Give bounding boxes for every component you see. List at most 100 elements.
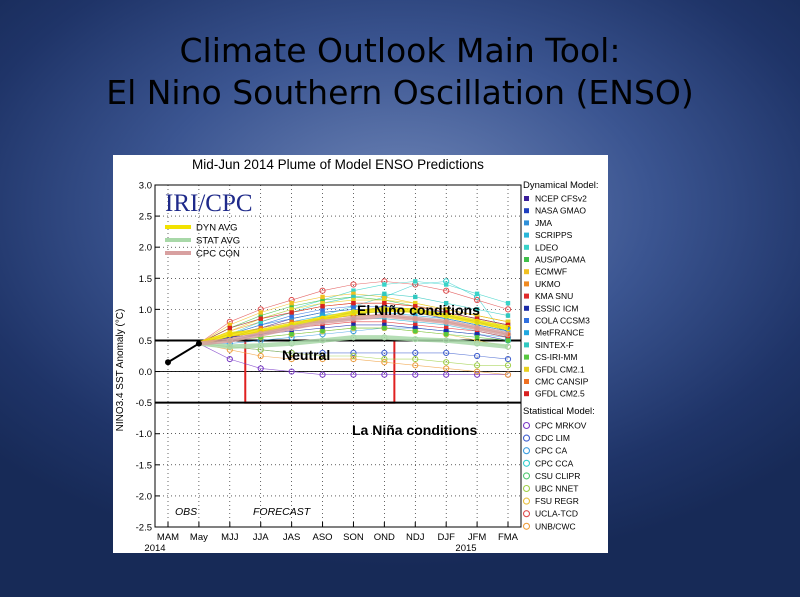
series-point-ldeo bbox=[413, 279, 418, 284]
series-point-cpc-mrkov bbox=[319, 371, 326, 378]
series-point-ubc-nnet bbox=[443, 359, 450, 366]
dyn-legend-label-ukmo: UKMO bbox=[535, 279, 561, 289]
series-point-cs-iri-mm bbox=[320, 328, 325, 334]
series-point-dyn-avg bbox=[381, 306, 388, 313]
obs-label: OBS bbox=[175, 506, 197, 518]
series-point-cola-ccsm3 bbox=[258, 322, 263, 328]
series-point-cpc-con bbox=[257, 331, 264, 338]
x-tick-label: OND bbox=[374, 532, 395, 543]
y-tick-label: 1.5 bbox=[139, 274, 152, 285]
series-point-ucla-tcd bbox=[443, 287, 450, 294]
series-point-ubc-nnet bbox=[473, 362, 481, 369]
dyn-legend-label-gfdl-cm2-1: GFDL CM2.1 bbox=[535, 364, 585, 374]
series-point-cdc-lim bbox=[381, 349, 388, 356]
slide-title: Climate Outlook Main Tool: El Nino South… bbox=[0, 30, 800, 114]
series-point-ecmwf bbox=[227, 322, 233, 328]
dyn-legend-swatch-nasa-gmao bbox=[524, 208, 529, 214]
chart-title: Mid-Jun 2014 Plume of Model ENSO Predict… bbox=[192, 157, 484, 172]
series-point-cpc-con bbox=[319, 318, 326, 325]
series-point-aus-poama bbox=[289, 304, 294, 309]
series-point-cmc-cansip bbox=[351, 313, 356, 318]
dyn-legend-label-essic-icm: ESSIC ICM bbox=[535, 303, 578, 313]
series-point-cola-ccsm3 bbox=[289, 313, 294, 318]
legend-dynamical-title: Dynamical Model: bbox=[523, 180, 599, 191]
stat-legend-swatch-ubc-nnet bbox=[522, 484, 531, 493]
avg-legend-label-cpc-con: CPC CON bbox=[196, 249, 240, 260]
series-point-gfdl-cm2-1 bbox=[474, 313, 480, 318]
observed-point bbox=[165, 359, 171, 366]
series-point-unb-cwc bbox=[473, 368, 481, 375]
series-line-ucla-tcd bbox=[198, 281, 509, 344]
series-point-cola-ccsm3 bbox=[382, 304, 387, 309]
series-point-ubc-nnet bbox=[381, 356, 388, 363]
series-point-unb-cwc bbox=[257, 352, 264, 360]
series-point-stat-avg bbox=[226, 343, 233, 350]
y-tick-label: -1.0 bbox=[136, 429, 152, 440]
dyn-legend-swatch-cs-iri-mm bbox=[524, 354, 529, 360]
dyn-legend-label-aus-poama: AUS/POAMA bbox=[535, 255, 586, 265]
stat-legend-label-cpc-ca: CPC CA bbox=[535, 446, 567, 456]
series-point-cs-iri-mm bbox=[382, 325, 387, 331]
y-tick-label: 2.5 bbox=[139, 212, 152, 223]
series-point-stat-avg bbox=[504, 343, 512, 350]
series-point-metfrance bbox=[382, 310, 387, 315]
series-point-stat-avg bbox=[257, 342, 264, 349]
series-point-cdc-lim bbox=[473, 352, 481, 360]
y-tick-label: 1.0 bbox=[139, 305, 152, 316]
stat-legend-swatch-cpc-mrkov bbox=[522, 421, 531, 430]
dyn-legend-swatch-ldeo bbox=[524, 244, 529, 250]
dyn-legend-swatch-gfdl-cm2-5 bbox=[524, 391, 529, 397]
series-point-cola-ccsm3 bbox=[351, 304, 356, 309]
x-tick-label: JAS bbox=[283, 532, 300, 543]
stat-legend-label-csu-clipr: CSU CLIPR bbox=[535, 471, 580, 481]
legend-statistical-title: Statistical Model: bbox=[523, 406, 595, 417]
series-point-cpc-mrkov bbox=[381, 371, 388, 378]
series-point-cpc-con bbox=[381, 312, 388, 319]
series-point-gfdl-cm2-1 bbox=[413, 300, 418, 306]
series-point-essic-icm bbox=[351, 322, 356, 328]
series-point-kma-snu bbox=[474, 328, 480, 334]
series-point-ubc-nnet bbox=[288, 349, 295, 356]
series-point-gfdl-cm2-1 bbox=[320, 300, 325, 306]
dyn-legend-swatch-gfdl-cm2-1 bbox=[524, 366, 529, 372]
dyn-legend-label-metfrance: MetFRANCE bbox=[535, 328, 584, 338]
dyn-legend-label-kma-snu: KMA SNU bbox=[535, 291, 573, 301]
x-tick-label: JJA bbox=[253, 532, 270, 543]
series-point-metfrance bbox=[320, 313, 325, 318]
series-point-scripps bbox=[382, 316, 387, 321]
series-point-ldeo bbox=[505, 300, 511, 306]
x-tick-label: May bbox=[190, 532, 208, 543]
series-point-dyn-avg bbox=[226, 331, 233, 338]
y-tick-label: 0.5 bbox=[139, 336, 152, 347]
series-point-ecmwf bbox=[289, 300, 294, 306]
series-point-essic-icm bbox=[474, 332, 480, 337]
series-point-jma bbox=[320, 310, 325, 315]
series-point-stat-avg bbox=[443, 337, 450, 344]
series-point-gfdl-cm2-5 bbox=[351, 300, 356, 306]
y-tick-label: 2.0 bbox=[139, 243, 152, 254]
series-point-cs-iri-mm bbox=[289, 332, 294, 337]
stat-legend-swatch-cdc-lim bbox=[522, 434, 531, 442]
series-point-cpc-con bbox=[443, 318, 450, 325]
series-point-kma-snu bbox=[505, 335, 511, 340]
dyn-legend-label-sintex-f: SINTEX-F bbox=[535, 340, 574, 350]
series-point-unb-cwc bbox=[319, 356, 326, 363]
x-tick-label: JFM bbox=[468, 532, 487, 543]
series-point-metfrance bbox=[474, 322, 480, 328]
series-point-gfdl-cm2-5 bbox=[474, 316, 480, 321]
series-point-gfdl-cm2-1 bbox=[351, 297, 356, 303]
stat-legend-label-ubc-nnet: UBC NNET bbox=[535, 484, 578, 494]
series-point-essic-icm bbox=[320, 325, 325, 331]
series-point-essic-icm bbox=[227, 335, 233, 340]
series-point-ecmwf bbox=[258, 310, 263, 315]
dyn-legend-swatch-metfrance bbox=[524, 330, 529, 336]
dyn-legend-swatch-ncep-cfsv2 bbox=[524, 196, 529, 201]
series-line-stat-avg bbox=[198, 335, 509, 349]
x-tick-label: MJJ bbox=[221, 532, 239, 543]
series-point-cpc-con bbox=[226, 337, 233, 344]
series-point-jma bbox=[289, 316, 294, 321]
series-line-cpc-mrkov bbox=[198, 343, 508, 375]
series-point-ecmwf bbox=[351, 291, 356, 297]
dyn-legend-swatch-ecmwf bbox=[524, 269, 529, 275]
dyn-legend-label-ncep-cfsv2: NCEP CFSv2 bbox=[535, 194, 587, 204]
